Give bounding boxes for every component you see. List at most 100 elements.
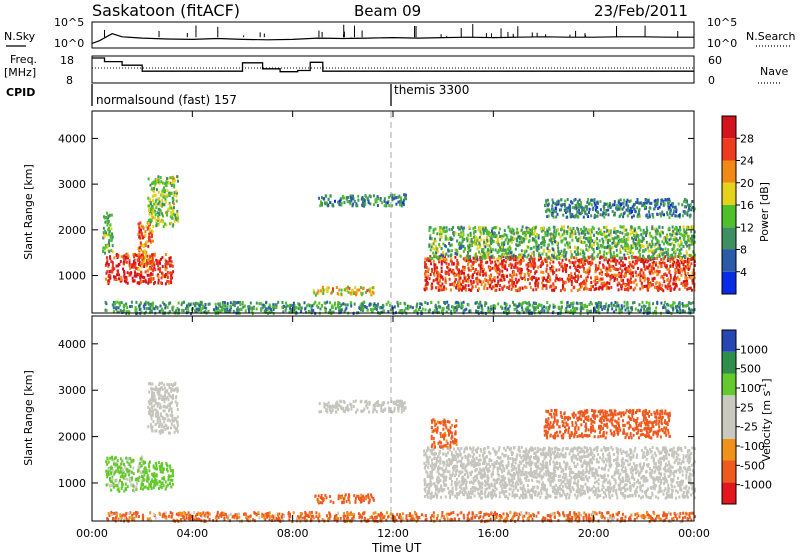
scatter-cell bbox=[599, 208, 602, 212]
scatter-cell bbox=[589, 242, 592, 246]
scatter-cell bbox=[147, 280, 150, 284]
scatter-cell bbox=[652, 302, 654, 306]
y-tick-label: 4000 bbox=[58, 132, 86, 145]
scatter-cell bbox=[491, 227, 494, 231]
scatter-cell bbox=[155, 219, 158, 223]
scatter-cell bbox=[556, 212, 559, 216]
scatter-cell bbox=[661, 210, 664, 214]
scatter-cell bbox=[494, 235, 497, 239]
scatter-cell bbox=[148, 227, 151, 231]
scatter-cell bbox=[653, 251, 656, 255]
scatter-cell bbox=[175, 309, 178, 313]
scatter-cell bbox=[620, 244, 623, 248]
scatter-cell bbox=[357, 194, 360, 198]
scatter-cell bbox=[622, 205, 625, 209]
scatter-cell bbox=[164, 222, 166, 226]
scatter-cell bbox=[160, 204, 163, 208]
scatter-cell bbox=[326, 300, 329, 304]
scatter-cell bbox=[587, 260, 589, 264]
scatter-cell bbox=[290, 308, 293, 312]
scatter-cell bbox=[110, 239, 113, 243]
scatter-cell bbox=[591, 239, 594, 243]
scatter-cell bbox=[645, 214, 648, 218]
scatter-cell bbox=[524, 234, 527, 238]
scatter-cell bbox=[109, 234, 112, 238]
scatter-cell bbox=[658, 270, 661, 274]
scatter-cell bbox=[664, 306, 667, 310]
scatter-cell bbox=[657, 243, 660, 247]
scatter-cell bbox=[429, 236, 432, 240]
scatter-cell bbox=[578, 211, 581, 215]
scatter-cell bbox=[595, 275, 598, 279]
scatter-cell bbox=[676, 304, 679, 308]
scatter-cell bbox=[438, 260, 440, 264]
scatter-cell bbox=[438, 305, 441, 309]
scatter-cell bbox=[151, 304, 154, 308]
scatter-cell bbox=[632, 214, 635, 218]
scatter-cell bbox=[151, 206, 154, 210]
scatter-cell bbox=[443, 301, 446, 304]
scatter-cell bbox=[607, 238, 610, 242]
scatter-cell bbox=[663, 261, 666, 265]
scatter-cell bbox=[313, 291, 316, 295]
scatter-cell bbox=[119, 309, 122, 312]
scatter-cell bbox=[377, 302, 379, 306]
scatter-cell bbox=[528, 258, 531, 262]
scatter-cell bbox=[431, 256, 434, 260]
scatter-cell bbox=[654, 310, 657, 314]
scatter-cell bbox=[666, 287, 669, 291]
scatter-cell bbox=[149, 309, 152, 313]
scatter-cell bbox=[520, 267, 522, 271]
scatter-cell bbox=[436, 310, 439, 314]
scatter-cell bbox=[150, 235, 153, 239]
scatter-cell bbox=[583, 256, 586, 260]
scatter-cell bbox=[467, 237, 470, 241]
scatter-cell bbox=[687, 301, 690, 305]
scatter-cell bbox=[444, 280, 447, 284]
scatter-cell bbox=[369, 195, 372, 199]
scatter-cell bbox=[519, 269, 522, 273]
scatter-cell bbox=[605, 302, 608, 306]
scatter-cell bbox=[369, 289, 371, 293]
scatter-cell bbox=[168, 191, 171, 195]
scatter-cell bbox=[435, 306, 438, 310]
scatter-cell bbox=[521, 256, 524, 259]
scatter-cell bbox=[559, 289, 562, 293]
scatter-cell bbox=[448, 277, 451, 281]
scatter-cell bbox=[686, 225, 689, 229]
scatter-cell bbox=[447, 303, 450, 307]
scatter-cell bbox=[683, 269, 686, 273]
scatter-cell bbox=[538, 252, 541, 256]
scatter-cell bbox=[622, 246, 624, 250]
scatter-cell bbox=[669, 211, 672, 214]
scatter-cell bbox=[550, 284, 553, 288]
scatter-cell bbox=[155, 206, 158, 209]
scatter-cell bbox=[489, 242, 492, 245]
scatter-cell bbox=[569, 250, 572, 254]
scatter-cell bbox=[366, 308, 369, 312]
scatter-cell bbox=[680, 232, 683, 236]
scatter-cell bbox=[205, 306, 208, 310]
scatter-cell bbox=[641, 204, 644, 208]
scatter-cell bbox=[516, 289, 519, 293]
scatter-cell bbox=[214, 309, 217, 313]
scatter-cell bbox=[460, 283, 463, 287]
scatter-cell bbox=[669, 259, 672, 263]
scatter-cell bbox=[488, 230, 490, 234]
scatter-cell bbox=[490, 234, 493, 238]
scatter-cell bbox=[474, 255, 477, 259]
scatter-cell bbox=[578, 261, 581, 265]
scatter-cell bbox=[548, 249, 551, 253]
scatter-cell bbox=[577, 246, 580, 250]
scatter-cell bbox=[591, 225, 594, 229]
y-tick-label: 1000 bbox=[58, 270, 86, 283]
scatter-cell bbox=[439, 275, 442, 279]
scatter-cell bbox=[468, 249, 471, 253]
scatter-cell bbox=[200, 310, 203, 314]
scatter-cell bbox=[590, 198, 593, 202]
scatter-cell bbox=[657, 265, 660, 269]
scatter-cell bbox=[125, 302, 127, 306]
scatter-cell bbox=[144, 310, 147, 314]
scatter-cell bbox=[169, 204, 172, 207]
scatter-cell bbox=[322, 292, 325, 296]
